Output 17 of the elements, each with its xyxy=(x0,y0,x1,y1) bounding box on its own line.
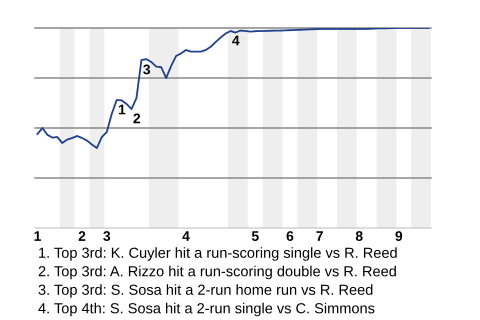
text: 1. Top 3rd: K. Cuyler hit a run-scoring single vs R. Reed xyxy=(39,247,397,261)
annotation: 4 xyxy=(232,36,240,46)
x-tick-label: 1 xyxy=(34,231,41,241)
x-tick-label: 6 xyxy=(286,231,294,241)
annotation: 3 xyxy=(143,64,150,74)
x-tick-label: 3 xyxy=(103,231,110,241)
x-tick-label: 2 xyxy=(78,231,86,241)
x-tick-label: 4 xyxy=(182,231,190,241)
annotation: 2 xyxy=(133,114,140,124)
x-tick-label: 5 xyxy=(252,231,259,241)
text: 3. Top 3rd: S. Sosa hit a 2-run home run vs R. Reed xyxy=(38,284,372,298)
text: 2. Top 3rd: A. Rizzo hit a run-scoring double vs R. Reed xyxy=(38,266,396,280)
text: 4. Top 4th: S. Sosa hit a 2-run single vs C. Simmons xyxy=(38,302,374,316)
x-tick-label: 8 xyxy=(356,231,363,241)
x-tick-label: 7 xyxy=(316,231,323,241)
x-tick-label: 9 xyxy=(395,231,402,241)
annotation: 1 xyxy=(118,104,126,114)
